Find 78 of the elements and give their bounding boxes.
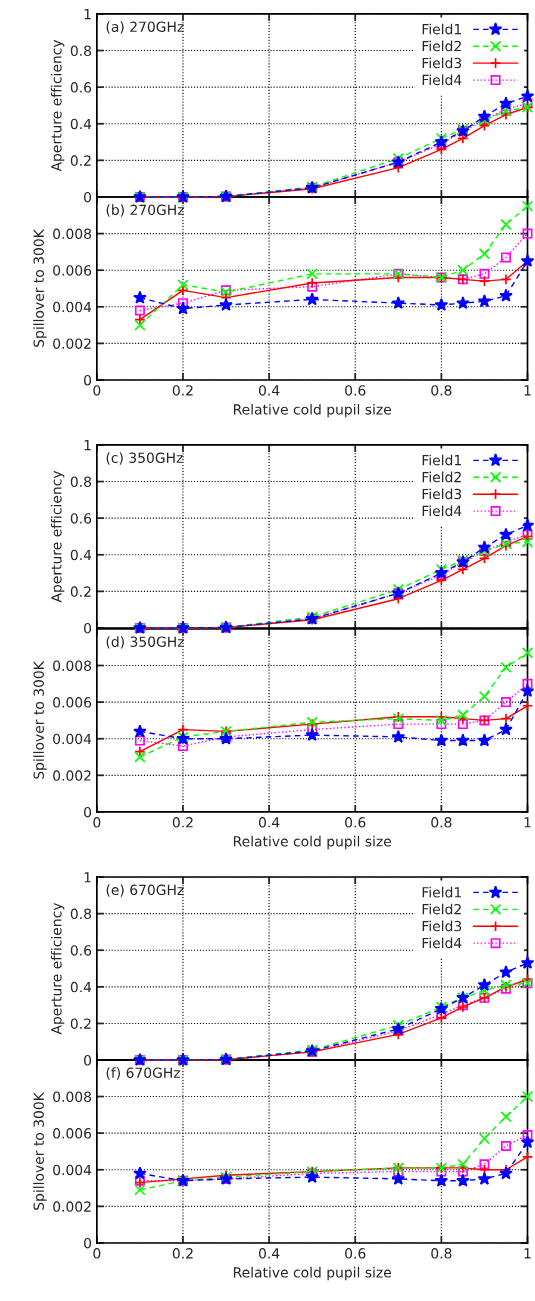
x-tick-label: 0 — [93, 817, 101, 828]
y-tick-label: 0.004 — [53, 301, 92, 313]
y-tick-label: 0.2 — [70, 1018, 91, 1029]
y-tick-label: 0.004 — [53, 1164, 92, 1176]
legend-label: Field1 — [422, 454, 461, 466]
x-tick-label: 0.2 — [172, 1248, 193, 1259]
legend-label: Field4 — [422, 505, 462, 517]
y-tick-label: 0.002 — [53, 1201, 91, 1212]
chart-title: (e) 670GHz — [106, 884, 184, 897]
y-tick-label: 0.8 — [70, 45, 92, 57]
legend-label: Field2 — [422, 40, 461, 52]
y-tick-label: 0.2 — [70, 155, 91, 166]
y-tick-label: 0.8 — [70, 476, 92, 488]
y-axis-title: Aperture efficiency — [50, 902, 65, 1035]
legend-label: Field2 — [422, 903, 461, 915]
legend-label: Field3 — [422, 488, 462, 500]
x-tick-label: 0.8 — [431, 1248, 452, 1259]
x-tick-label: 1 — [524, 817, 531, 828]
chart-title: (c) 350GHz — [106, 452, 183, 465]
x-tick-label: 0.4 — [258, 1248, 280, 1259]
y-axis-title: Aperture efficiency — [50, 470, 65, 603]
chart-title: (d) 350GHz — [106, 636, 184, 649]
y-tick-label: 0.006 — [53, 265, 92, 276]
y-tick-label: 0.4 — [70, 118, 92, 130]
x-tick-label: 1 — [524, 385, 531, 396]
y-tick-label: 0.006 — [53, 697, 92, 708]
legend-label: Field3 — [422, 57, 462, 69]
y-tick-label: 0.2 — [70, 586, 91, 597]
legend-label: Field2 — [422, 471, 461, 483]
y-tick-label: 0.002 — [53, 338, 91, 349]
x-tick-label: 0.6 — [345, 385, 366, 396]
x-tick-label: 0 — [93, 385, 101, 396]
y-tick-label: 0 — [84, 1237, 92, 1249]
y-tick-label: 1 — [84, 872, 91, 883]
y-tick-label: 0 — [84, 1055, 92, 1066]
y-tick-label: 0.6 — [70, 945, 92, 956]
legend-label: Field4 — [422, 74, 462, 86]
x-tick-label: 0.6 — [345, 1248, 366, 1259]
legend-label: Field3 — [422, 920, 462, 932]
chart-title: (b) 270GHz — [106, 204, 184, 217]
x-tick-label: 1 — [524, 1248, 531, 1259]
x-tick-label: 0.8 — [431, 385, 452, 396]
y-tick-label: 0.004 — [53, 733, 92, 745]
y-axis-title: Aperture efficiency — [50, 39, 65, 172]
x-tick-label: 0.8 — [431, 817, 452, 828]
x-axis-title: Relative cold pupil size — [233, 1266, 391, 1281]
x-tick-label: 0.4 — [258, 817, 280, 828]
y-axis-title: Spillover to 300K — [33, 228, 47, 347]
y-axis-title: Spillover to 300K — [33, 660, 47, 779]
x-tick-label: 0 — [93, 1248, 101, 1259]
y-tick-label: 0.008 — [53, 660, 92, 671]
y-tick-label: 0.6 — [70, 82, 92, 93]
y-tick-label: 0.006 — [53, 1128, 92, 1139]
y-tick-label: 0 — [84, 806, 92, 818]
legend-label: Field1 — [422, 886, 461, 898]
y-tick-label: 0.4 — [70, 549, 92, 561]
y-tick-label: 1 — [84, 440, 91, 451]
chart-title: (a) 270GHz — [106, 21, 184, 34]
y-axis-title: Spillover to 300K — [33, 1091, 47, 1210]
y-tick-label: 0.008 — [53, 228, 92, 240]
y-tick-label: 0.8 — [70, 908, 92, 920]
y-tick-label: 0 — [84, 622, 92, 634]
x-tick-label: 0.2 — [172, 385, 193, 396]
y-tick-label: 0 — [84, 374, 92, 386]
y-tick-label: 0.002 — [53, 770, 91, 781]
chart-title: (f) 670GHz — [106, 1067, 180, 1080]
y-tick-label: 0.6 — [70, 513, 92, 524]
y-tick-label: 0.4 — [70, 981, 92, 993]
x-axis-title: Relative cold pupil size — [233, 403, 391, 418]
legend-label: Field1 — [422, 23, 461, 35]
y-tick-label: 0.008 — [53, 1091, 92, 1103]
x-tick-label: 0.6 — [345, 817, 366, 828]
legend-label: Field4 — [422, 937, 462, 949]
x-axis-title: Relative cold pupil size — [233, 835, 391, 850]
y-tick-label: 1 — [84, 9, 91, 20]
x-tick-label: 0.2 — [172, 817, 193, 828]
x-tick-label: 0.4 — [258, 385, 280, 396]
y-tick-label: 0 — [84, 191, 92, 203]
